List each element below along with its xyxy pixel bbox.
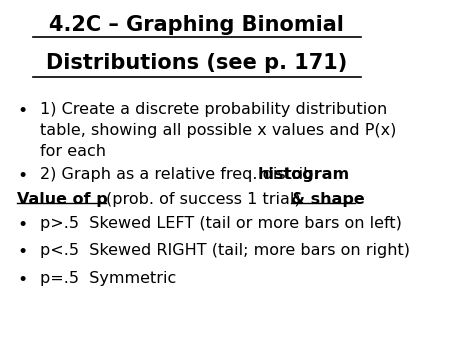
Text: (prob. of success 1 trial): (prob. of success 1 trial) — [106, 192, 306, 207]
Text: 4.2C – Graphing Binomial: 4.2C – Graphing Binomial — [50, 15, 344, 35]
Text: histogram: histogram — [257, 167, 350, 182]
Text: 1) Create a discrete probability distribution: 1) Create a discrete probability distrib… — [40, 102, 388, 117]
Text: Value of p: Value of p — [17, 192, 113, 207]
Text: p>.5  Skewed LEFT (tail or more bars on left): p>.5 Skewed LEFT (tail or more bars on l… — [40, 216, 402, 231]
Text: p=.5  Symmetric: p=.5 Symmetric — [40, 271, 177, 286]
Text: •: • — [17, 102, 27, 120]
Text: •: • — [17, 243, 27, 261]
Text: Distributions (see p. 171): Distributions (see p. 171) — [46, 53, 347, 73]
Text: & shape: & shape — [291, 192, 364, 207]
Text: 2) Graph as a relative freq. distrib.: 2) Graph as a relative freq. distrib. — [40, 167, 324, 182]
Text: •: • — [17, 167, 27, 185]
Text: for each: for each — [40, 144, 107, 159]
Text: table, showing all possible x values and P(x): table, showing all possible x values and… — [40, 123, 397, 138]
Text: •: • — [17, 271, 27, 289]
Text: p<.5  Skewed RIGHT (tail; more bars on right): p<.5 Skewed RIGHT (tail; more bars on ri… — [40, 243, 410, 259]
Text: •: • — [17, 216, 27, 234]
